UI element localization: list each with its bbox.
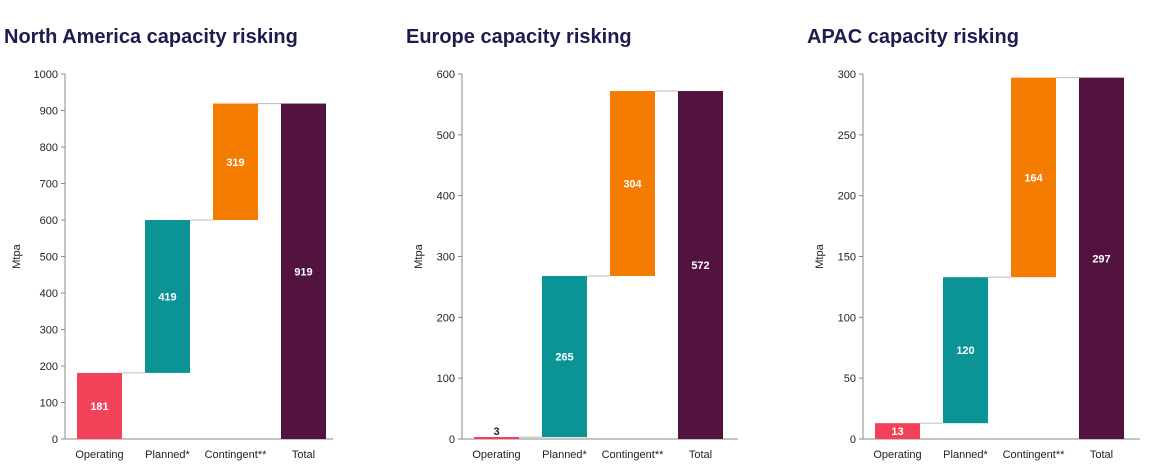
waterfall-chart-north-america: Mtpa 0 100 200 300 400 500 600 700 800 900 1000 181 O…	[11, 69, 333, 461]
chart-title: Europe capacity risking	[406, 26, 632, 48]
waterfall-chart-apac: Mtpa 0 50 100 150 200 250 300 13 Operating 120 Plan…	[814, 69, 1140, 461]
y-tick-label: 900	[40, 106, 58, 118]
x-category-label: Operating	[75, 449, 123, 461]
y-tick-label: 800	[40, 142, 58, 154]
y-tick-label: 100	[838, 312, 856, 324]
bar-value-label: 919	[294, 266, 312, 278]
bar-value-label: 13	[891, 426, 903, 438]
x-category-label: Total	[689, 449, 712, 461]
bar-value-label: 419	[158, 291, 176, 303]
y-tick-label: 250	[838, 130, 856, 142]
bar-value-label: 3	[493, 426, 499, 438]
bar-value-label: 181	[90, 401, 108, 413]
y-axis-label: Mtpa	[814, 243, 826, 268]
bar-value-label: 120	[956, 345, 974, 357]
x-category-label: Operating	[472, 449, 520, 461]
bar-value-label: 304	[623, 179, 642, 191]
bar-operating	[875, 423, 920, 439]
chart-panel-apac: APAC capacity risking Mtpa 0 50 100 150 200 25…	[803, 0, 1158, 475]
bar-operating	[474, 437, 519, 439]
y-tick-label: 500	[437, 130, 455, 142]
x-category-label: Contingent**	[205, 449, 267, 461]
chart-title: North America capacity risking	[4, 26, 298, 48]
x-category-label: Planned*	[943, 449, 988, 461]
bar-planned	[145, 220, 190, 373]
x-category-label: Operating	[873, 449, 921, 461]
y-tick-label: 400	[40, 288, 58, 300]
bar-contingent	[213, 103, 258, 220]
x-category-label: Total	[292, 449, 315, 461]
bar-value-label: 319	[226, 157, 244, 169]
bar-planned	[943, 277, 988, 424]
y-tick-label: 200	[437, 312, 455, 324]
x-category-label: Contingent**	[1003, 449, 1065, 461]
y-tick-label: 400	[437, 191, 455, 203]
waterfall-chart-europe: Mtpa 0 100 200 300 400 500 600 3 Operating 265 Plan…	[413, 69, 738, 461]
bar-total	[281, 103, 326, 439]
chart-panel-europe: Europe capacity risking Mtpa 0 100 200 300 40…	[402, 0, 782, 475]
y-tick-label: 300	[838, 69, 856, 81]
y-tick-label: 100	[437, 373, 455, 385]
bar-contingent	[1011, 77, 1056, 278]
bar-value-label: 265	[555, 352, 573, 364]
bar-operating	[77, 372, 122, 439]
y-tick-label: 600	[437, 69, 455, 81]
y-tick-label: 100	[40, 398, 58, 410]
y-tick-label: 300	[40, 325, 58, 337]
y-axis-label: Mtpa	[11, 243, 23, 268]
bar-total	[1079, 77, 1124, 440]
y-tick-label: 0	[52, 434, 58, 446]
y-axis-label: Mtpa	[413, 243, 425, 268]
y-tick-label: 0	[850, 434, 856, 446]
y-tick-label: 500	[40, 252, 58, 264]
y-tick-label: 1000	[34, 69, 58, 81]
bar-value-label: 164	[1024, 172, 1043, 184]
bar-planned	[542, 275, 587, 438]
y-tick-label: 200	[838, 191, 856, 203]
y-tick-label: 700	[40, 179, 58, 191]
bar-total	[678, 91, 723, 440]
y-tick-label: 50	[844, 373, 856, 385]
chart-title: APAC capacity risking	[807, 26, 1019, 48]
x-category-label: Total	[1090, 449, 1113, 461]
y-tick-label: 300	[437, 252, 455, 264]
y-tick-label: 600	[40, 215, 58, 227]
x-category-label: Contingent**	[602, 449, 664, 461]
bar-value-label: 572	[691, 260, 709, 272]
x-category-label: Planned*	[145, 449, 190, 461]
chart-panel-north-america: North America capacity risking Mtpa 0 100 2…	[0, 0, 380, 475]
y-tick-label: 150	[838, 252, 856, 264]
x-category-label: Planned*	[542, 449, 587, 461]
bar-contingent	[610, 91, 655, 276]
y-tick-label: 200	[40, 361, 58, 373]
bar-value-label: 297	[1092, 253, 1110, 265]
y-tick-label: 0	[449, 434, 455, 446]
